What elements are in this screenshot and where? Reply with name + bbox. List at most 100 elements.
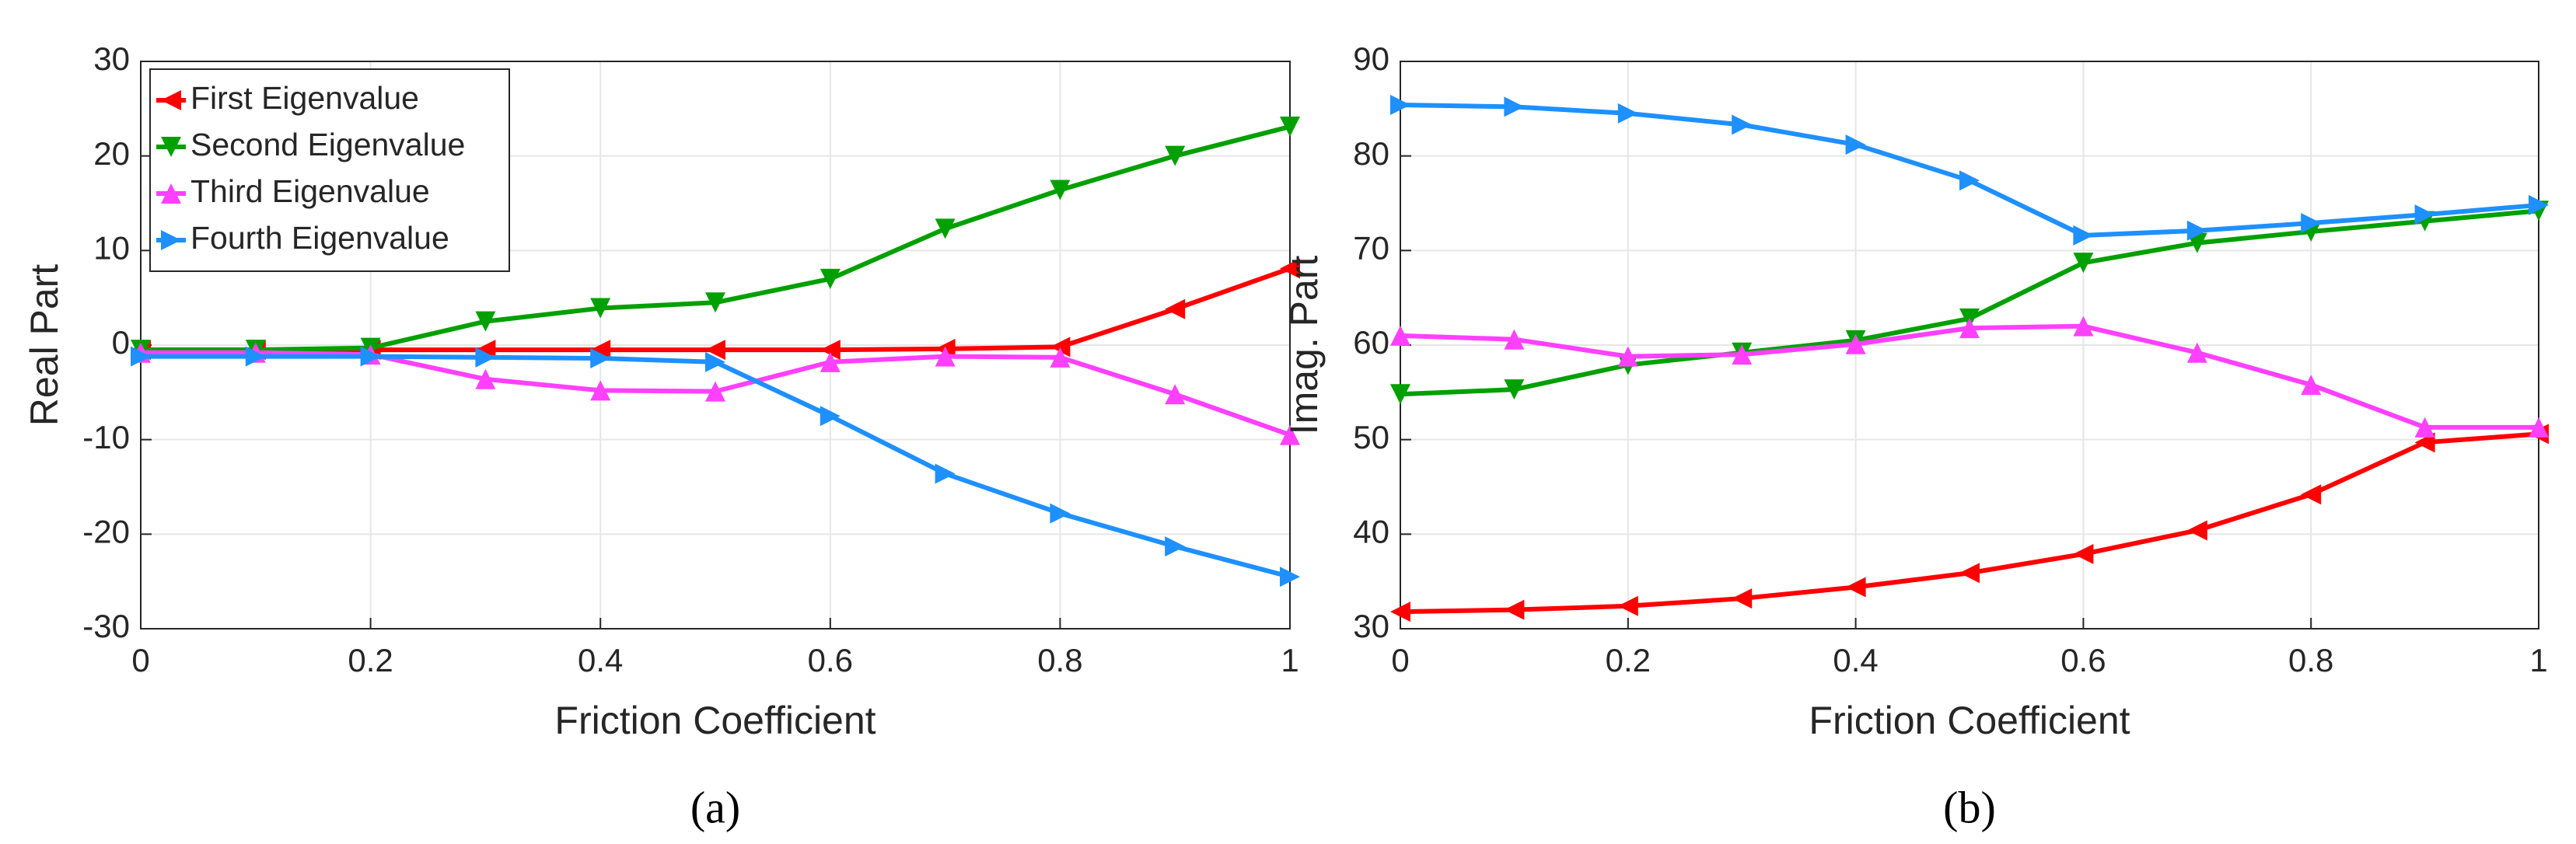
x-tick-label: 1 xyxy=(2529,642,2547,678)
data-point xyxy=(2301,484,2322,505)
data-point xyxy=(1165,536,1186,557)
legend-label: Second Eigenvalue xyxy=(190,127,465,162)
data-point xyxy=(1617,595,1638,616)
data-point xyxy=(1617,346,1638,367)
data-point xyxy=(590,380,611,401)
data-point xyxy=(1504,599,1525,620)
data-point xyxy=(1050,180,1071,201)
data-point xyxy=(935,463,956,484)
y-tick-label: 90 xyxy=(1353,40,1389,77)
data-point xyxy=(935,218,956,239)
data-point xyxy=(1050,503,1071,524)
data-point xyxy=(2186,220,2207,241)
data-point xyxy=(2414,417,2435,438)
data-point xyxy=(590,298,611,319)
data-point xyxy=(1050,337,1071,357)
data-point xyxy=(1504,379,1525,400)
x-axis-label: Friction Coefficient xyxy=(1809,699,2130,742)
x-tick-label: 0.6 xyxy=(808,642,853,678)
caption: (b) xyxy=(1943,782,1996,832)
data-point xyxy=(705,292,725,313)
data-point xyxy=(705,381,725,402)
legend-marker xyxy=(161,183,181,204)
data-point xyxy=(2073,316,2094,337)
x-tick-label: 0 xyxy=(131,642,149,678)
data-point xyxy=(1845,577,1866,598)
x-tick-label: 0 xyxy=(1391,642,1409,678)
data-point xyxy=(1280,567,1300,588)
data-point xyxy=(590,340,611,361)
y-tick-label: 70 xyxy=(1353,229,1389,266)
data-point xyxy=(2301,375,2322,396)
data-point xyxy=(1504,329,1525,350)
data-point xyxy=(1165,384,1186,405)
x-tick-label: 0.4 xyxy=(578,642,623,678)
data-point xyxy=(1390,384,1410,405)
data-point xyxy=(935,346,956,367)
y-tick-label: 30 xyxy=(93,40,130,77)
data-point xyxy=(1390,94,1410,115)
x-axis-label: Friction Coefficient xyxy=(554,699,876,742)
legend-marker xyxy=(161,90,181,110)
y-tick-label: -30 xyxy=(82,608,130,644)
x-tick-label: 1 xyxy=(1281,642,1298,678)
data-point xyxy=(2186,342,2207,363)
data-point xyxy=(1165,145,1186,166)
data-point xyxy=(1504,96,1525,117)
data-point xyxy=(1845,333,1866,354)
data-point xyxy=(2301,213,2322,234)
y-axis-label: Imag. Part xyxy=(1282,256,1326,435)
legend-label: Third Eigenvalue xyxy=(190,173,430,209)
data-point xyxy=(1959,170,1980,191)
data-point xyxy=(820,406,841,427)
data-point xyxy=(1390,602,1410,623)
y-tick-label: 30 xyxy=(1353,608,1389,644)
data-point xyxy=(2186,520,2207,541)
legend-label: Fourth Eigenvalue xyxy=(190,220,449,256)
x-tick-label: 0.2 xyxy=(1606,642,1651,678)
data-point xyxy=(2529,417,2549,438)
data-point xyxy=(820,340,841,361)
data-point xyxy=(1617,103,1638,124)
data-point xyxy=(2073,543,2094,564)
data-point xyxy=(820,268,841,289)
data-point xyxy=(2529,194,2549,215)
x-tick-label: 0.4 xyxy=(1833,642,1878,678)
data-point xyxy=(2073,225,2094,246)
data-point xyxy=(1732,588,1753,609)
y-tick-label: 0 xyxy=(112,324,130,361)
data-point xyxy=(1280,424,1300,445)
data-point xyxy=(360,346,381,367)
legend-label: First Eigenvalue xyxy=(190,80,419,116)
y-tick-label: 60 xyxy=(1353,324,1389,361)
caption: (a) xyxy=(690,782,740,832)
data-point xyxy=(705,340,725,361)
data-point xyxy=(820,351,841,372)
data-point xyxy=(2414,204,2435,225)
legend-marker xyxy=(161,230,181,250)
data-point xyxy=(131,346,151,367)
data-point xyxy=(475,347,496,368)
x-tick-label: 0.2 xyxy=(348,642,393,678)
data-point xyxy=(1280,258,1300,279)
x-tick-label: 0.8 xyxy=(1037,642,1082,678)
data-point xyxy=(475,311,496,332)
y-axis-label: Real Part xyxy=(23,264,66,427)
data-point xyxy=(1165,298,1186,319)
legend-marker xyxy=(161,137,181,157)
y-tick-label: 10 xyxy=(93,229,130,266)
y-tick-label: -20 xyxy=(82,513,130,549)
y-tick-label: 50 xyxy=(1353,419,1389,455)
data-point xyxy=(1390,325,1410,346)
data-point xyxy=(475,368,496,389)
data-point xyxy=(245,346,266,367)
data-point xyxy=(1959,563,1980,584)
data-point xyxy=(1845,134,1866,155)
data-point xyxy=(590,348,611,369)
data-point xyxy=(1959,318,1980,339)
data-point xyxy=(1280,116,1300,137)
data-point xyxy=(2073,253,2094,274)
y-tick-label: 80 xyxy=(1353,135,1389,172)
y-tick-label: -10 xyxy=(82,419,130,455)
data-point xyxy=(1732,114,1753,135)
